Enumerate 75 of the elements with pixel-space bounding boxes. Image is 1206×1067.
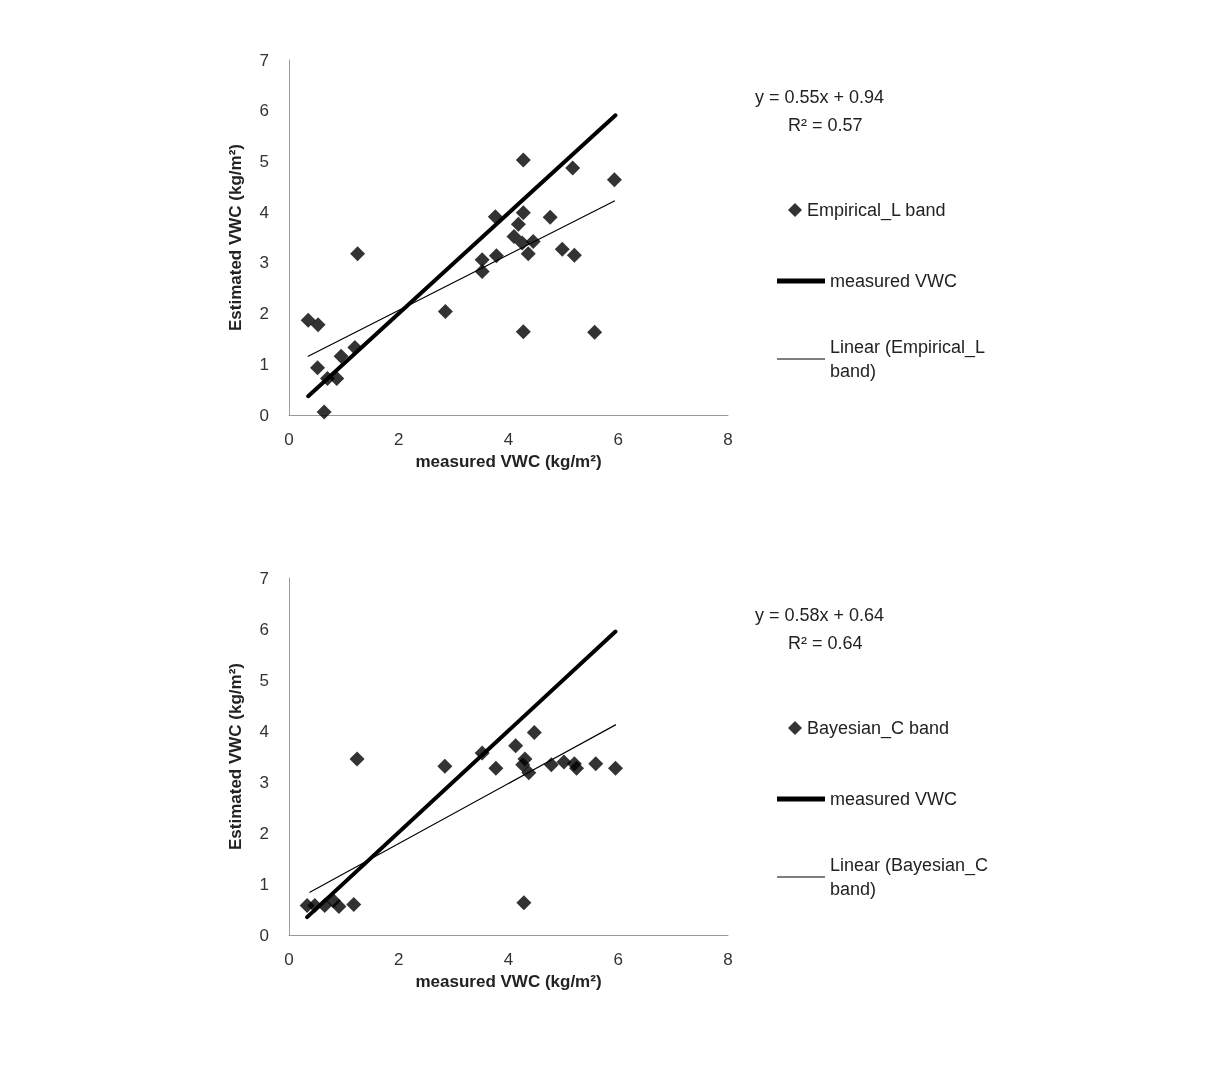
y-tick-label: 5 [259,670,269,690]
point [488,760,504,776]
point [474,252,490,268]
x-tick-label: 2 [394,950,404,969]
point [554,241,570,257]
point [565,160,581,176]
legend-label: Linear (Empirical_L band) [830,337,990,381]
x-tick-label: 6 [613,430,623,449]
point [508,738,524,754]
x-axis-title: measured VWC (kg/m²) [415,452,602,471]
x-tick-label: 8 [723,950,733,969]
y-tick-label: 3 [259,253,269,273]
point [515,205,531,221]
x-tick-label: 2 [394,430,404,449]
y-tick-label: 2 [259,823,269,843]
x-tick-label: 8 [723,430,733,449]
legend-label: measured VWC [830,789,958,809]
text: y = 0.58x + 0.64 [755,605,885,625]
point [506,228,522,244]
y-tick-label: 5 [259,151,269,171]
text: y = 0.55x + 0.94 [755,87,885,107]
point [437,758,453,774]
point [517,751,533,767]
point [488,248,504,264]
point [316,404,332,420]
y-tick-label: 1 [259,354,269,374]
point [487,209,503,225]
legend-label: Linear (Bayesian_C band) [830,855,994,899]
point [587,324,603,340]
point [526,725,542,741]
y-tick-label: 0 [259,405,269,425]
point [566,247,582,263]
y-tick-label: 6 [259,619,269,639]
y-tick-label: 6 [259,101,269,121]
y-tick-label: 7 [259,50,269,70]
legend-label: Bayesian_C band [807,718,950,739]
text: R² = 0.57 [788,115,863,135]
point [556,754,572,770]
x-tick-label: 4 [503,430,514,449]
y-tick-label: 1 [259,874,269,894]
point [346,896,362,912]
legend-label: Empirical_L band [807,200,946,221]
point [437,304,453,320]
point [608,760,624,776]
text: R² = 0.64 [788,633,863,653]
y-tick-label: 0 [259,925,269,945]
legend-label: measured VWC [830,271,958,291]
x-tick-label: 0 [284,430,294,449]
point [310,317,326,333]
point [516,895,532,911]
y-tick-label: 2 [259,304,269,324]
x-tick-label: 0 [284,950,294,969]
point [520,246,536,262]
point [349,751,365,767]
point [300,312,316,328]
point [542,209,558,225]
point [569,760,585,776]
y-tick-label: 4 [259,202,269,222]
x-tick-label: 6 [613,950,623,969]
y-axis-title: Estimated VWC (kg/m²) [226,143,245,332]
point [515,324,531,340]
y-tick-label: 7 [259,568,269,588]
point [333,348,349,364]
point [350,246,366,262]
point [606,172,622,188]
point [331,898,347,914]
y-tick-label: 3 [259,772,269,792]
y-axis-title: Estimated VWC (kg/m²) [226,662,245,851]
x-tick-label: 4 [503,950,514,969]
point [310,360,326,376]
point [515,152,531,168]
y-tick-label: 4 [259,721,269,741]
point [510,216,526,232]
point [588,756,604,772]
x-axis-title: measured VWC (kg/m²) [415,972,602,991]
